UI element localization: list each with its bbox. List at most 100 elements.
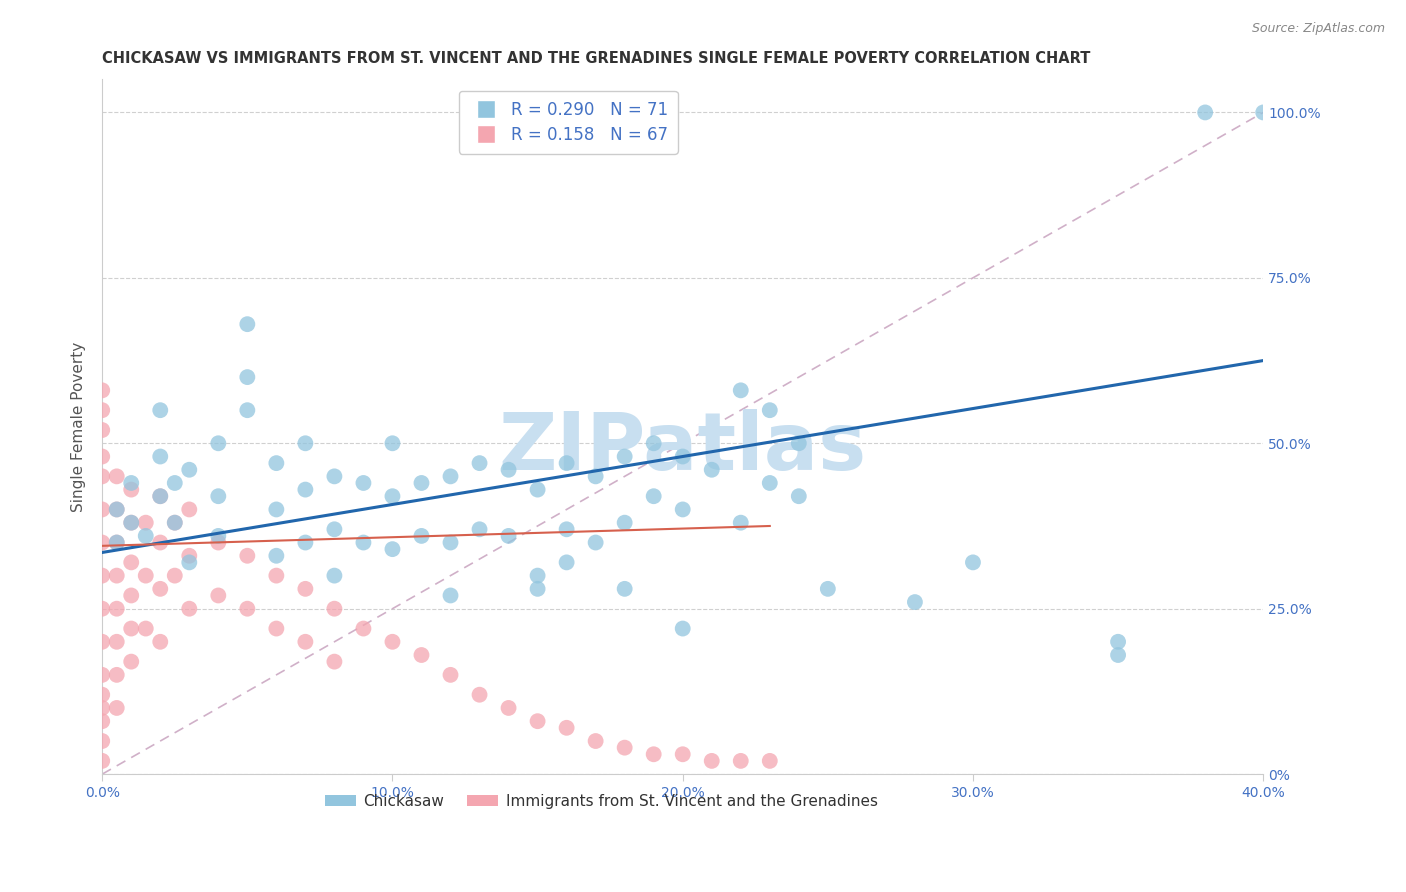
Point <box>787 489 810 503</box>
Point <box>91 450 114 464</box>
Point <box>105 568 128 582</box>
Point <box>1194 105 1216 120</box>
Point <box>91 601 114 615</box>
Point <box>91 535 114 549</box>
Point <box>91 502 114 516</box>
Point <box>730 516 752 530</box>
Point <box>105 535 128 549</box>
Point <box>149 582 172 596</box>
Point <box>468 688 491 702</box>
Point <box>498 463 520 477</box>
Point <box>120 483 142 497</box>
Point <box>700 463 723 477</box>
Point <box>207 529 229 543</box>
Point <box>352 475 374 490</box>
Point <box>411 648 433 662</box>
Point <box>381 489 404 503</box>
Point <box>163 516 186 530</box>
Point <box>179 555 201 569</box>
Point <box>381 634 404 648</box>
Point <box>135 622 157 636</box>
Point <box>91 754 114 768</box>
Point <box>700 754 723 768</box>
Point <box>555 721 578 735</box>
Point <box>411 475 433 490</box>
Point <box>105 502 128 516</box>
Point <box>91 668 114 682</box>
Point <box>323 469 346 483</box>
Point <box>1107 648 1129 662</box>
Point <box>91 634 114 648</box>
Point <box>266 568 288 582</box>
Point <box>294 634 316 648</box>
Point <box>163 516 186 530</box>
Point <box>91 734 114 748</box>
Point <box>439 535 461 549</box>
Point <box>759 475 782 490</box>
Point <box>323 655 346 669</box>
Y-axis label: Single Female Poverty: Single Female Poverty <box>72 342 86 512</box>
Point <box>135 516 157 530</box>
Point <box>672 502 695 516</box>
Point <box>163 475 186 490</box>
Point <box>91 688 114 702</box>
Point <box>266 456 288 470</box>
Point <box>672 747 695 762</box>
Point <box>352 535 374 549</box>
Point <box>817 582 839 596</box>
Text: ZIPatlas: ZIPatlas <box>499 409 868 486</box>
Point <box>149 489 172 503</box>
Point <box>555 522 578 536</box>
Point <box>730 754 752 768</box>
Point <box>91 714 114 729</box>
Point <box>149 489 172 503</box>
Point <box>207 489 229 503</box>
Point <box>526 582 548 596</box>
Point <box>352 622 374 636</box>
Point <box>266 622 288 636</box>
Point <box>120 589 142 603</box>
Point <box>294 483 316 497</box>
Point <box>91 384 114 398</box>
Point <box>1251 105 1274 120</box>
Point <box>236 549 259 563</box>
Point <box>179 502 201 516</box>
Point <box>672 622 695 636</box>
Point <box>759 754 782 768</box>
Point <box>672 450 695 464</box>
Point <box>498 529 520 543</box>
Point <box>585 734 607 748</box>
Point <box>613 582 636 596</box>
Point <box>207 436 229 450</box>
Point <box>643 436 665 450</box>
Text: CHICKASAW VS IMMIGRANTS FROM ST. VINCENT AND THE GRENADINES SINGLE FEMALE POVERT: CHICKASAW VS IMMIGRANTS FROM ST. VINCENT… <box>103 51 1091 66</box>
Point <box>730 384 752 398</box>
Point <box>91 403 114 417</box>
Point <box>759 403 782 417</box>
Point <box>787 436 810 450</box>
Legend: Chickasaw, Immigrants from St. Vincent and the Grenadines: Chickasaw, Immigrants from St. Vincent a… <box>319 788 883 815</box>
Point <box>613 450 636 464</box>
Point <box>120 516 142 530</box>
Point <box>149 450 172 464</box>
Point <box>266 502 288 516</box>
Point <box>555 555 578 569</box>
Point <box>236 601 259 615</box>
Point <box>105 535 128 549</box>
Point <box>207 589 229 603</box>
Point <box>323 568 346 582</box>
Point <box>439 589 461 603</box>
Point <box>236 370 259 384</box>
Point <box>105 634 128 648</box>
Point <box>962 555 984 569</box>
Point <box>120 516 142 530</box>
Point <box>105 701 128 715</box>
Point <box>613 740 636 755</box>
Point <box>266 549 288 563</box>
Point <box>91 568 114 582</box>
Point <box>585 535 607 549</box>
Point <box>163 568 186 582</box>
Point <box>526 483 548 497</box>
Point <box>323 522 346 536</box>
Point <box>207 535 229 549</box>
